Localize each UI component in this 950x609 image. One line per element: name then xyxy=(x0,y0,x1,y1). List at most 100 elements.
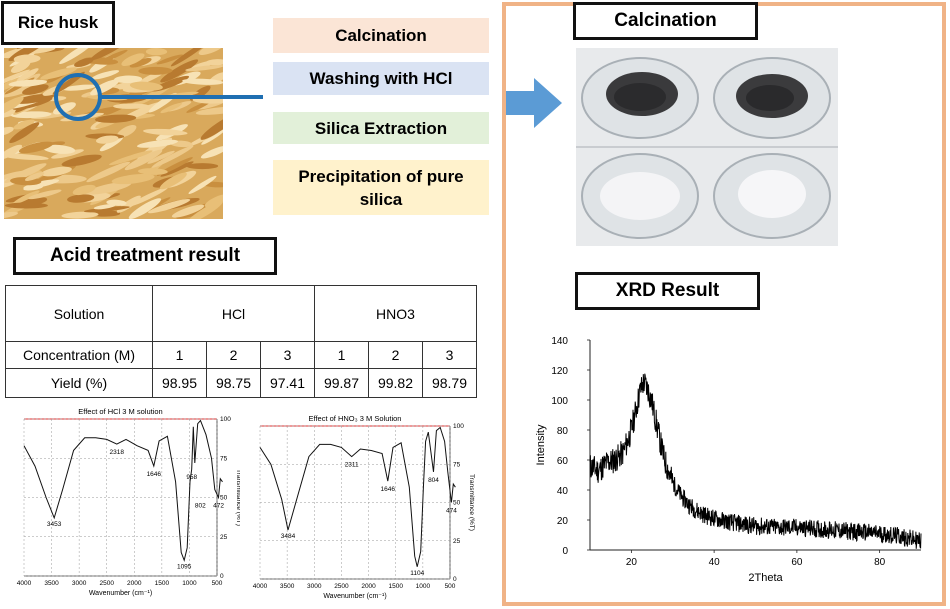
concentration-label: Concentration (M) xyxy=(5,341,153,369)
y-tick-label: 0 xyxy=(562,546,568,557)
peak-label: 1646 xyxy=(381,486,396,493)
conc-cell: 3 xyxy=(260,341,315,369)
x-tick-label: 4000 xyxy=(17,580,32,587)
yield-cell: 98.75 xyxy=(206,368,261,398)
conc-cell: 1 xyxy=(314,341,369,369)
y-tick-label: 75 xyxy=(453,461,461,468)
spectrum-line xyxy=(259,426,456,567)
x-tick-label: 1000 xyxy=(416,583,431,590)
x-tick-label: 2000 xyxy=(361,583,376,590)
calcination-photo xyxy=(576,48,838,246)
y-tick-label: 80 xyxy=(557,426,569,437)
conc-cell: 3 xyxy=(422,341,477,369)
y-tick-label: 25 xyxy=(453,538,461,545)
peak-label: 1104 xyxy=(410,570,424,577)
conc-cell: 2 xyxy=(368,341,423,369)
y-tick-label: 75 xyxy=(220,455,228,462)
y-axis-label: Transmittance (%T) xyxy=(468,474,475,531)
y-tick-label: 0 xyxy=(453,576,457,583)
x-axis-label: 2Theta xyxy=(748,572,783,584)
x-tick-label: 60 xyxy=(791,557,803,568)
x-tick-label: 2500 xyxy=(334,583,349,590)
y-tick-label: 120 xyxy=(551,366,568,377)
step-extraction: Silica Extraction xyxy=(273,112,489,144)
y-tick-label: 100 xyxy=(551,396,568,407)
petri-dishes-image xyxy=(576,48,838,246)
xrd-title: XRD Result xyxy=(575,272,760,310)
y-tick-label: 100 xyxy=(220,416,231,423)
xrd-trace xyxy=(589,373,922,549)
x-tick-label: 3500 xyxy=(280,583,295,590)
solution-label: Solution xyxy=(5,285,153,342)
magnifier-connector xyxy=(54,73,263,121)
y-tick-label: 60 xyxy=(557,456,569,467)
x-tick-label: 20 xyxy=(626,557,638,568)
chart-title: Effect of HCl 3 M solution xyxy=(78,407,162,416)
spectrum-line xyxy=(23,419,223,562)
x-tick-label: 1000 xyxy=(182,580,197,587)
chart-title: Effect of HNO₃ 3 M Solution xyxy=(309,414,402,423)
flow-arrow-icon xyxy=(506,78,562,128)
yield-cell: 99.87 xyxy=(314,368,369,398)
step-precipitation: Precipitation of pure silica xyxy=(273,160,489,215)
x-tick-label: 40 xyxy=(709,557,721,568)
y-axis-label: Intensity xyxy=(535,424,547,465)
yield-cell: 98.79 xyxy=(422,368,477,398)
table-row: Concentration (M) 1 2 3 1 2 3 xyxy=(5,341,477,369)
y-tick-label: 140 xyxy=(551,336,568,347)
yield-label: Yield (%) xyxy=(5,368,153,398)
x-tick-label: 500 xyxy=(445,583,456,590)
y-tick-label: 50 xyxy=(220,495,228,502)
y-tick-label: 20 xyxy=(557,516,569,527)
conc-cell: 1 xyxy=(152,341,207,369)
y-tick-label: 100 xyxy=(453,423,464,430)
x-tick-label: 1500 xyxy=(388,583,403,590)
rice-husk-photo xyxy=(4,48,223,219)
peak-label: 3453 xyxy=(47,521,62,528)
x-tick-label: 4000 xyxy=(253,583,268,590)
y-axis-label: Transmittance (%T) xyxy=(235,469,240,526)
x-tick-label: 3000 xyxy=(72,580,87,587)
peak-label: 958 xyxy=(186,474,197,481)
yield-cell: 98.95 xyxy=(152,368,207,398)
table-row: Solution HCl HNO3 xyxy=(5,285,477,342)
x-tick-label: 1500 xyxy=(155,580,170,587)
acid-results-table: Solution HCl HNO3 Concentration (M) 1 2 … xyxy=(5,285,477,398)
peak-label: 802 xyxy=(195,503,206,510)
peak-label: 1095 xyxy=(177,563,192,570)
y-tick-label: 0 xyxy=(220,573,224,580)
group-hcl: HCl xyxy=(152,285,315,342)
peak-label: 472 xyxy=(213,503,224,510)
rice-husk-texture xyxy=(4,48,223,219)
x-tick-label: 2000 xyxy=(127,580,142,587)
peak-label: 474 xyxy=(446,508,457,515)
y-tick-label: 40 xyxy=(557,486,569,497)
x-tick-label: 80 xyxy=(874,557,886,568)
acid-treatment-title: Acid treatment result xyxy=(13,237,277,275)
peak-label: 1646 xyxy=(147,471,162,478)
peak-label: 804 xyxy=(428,477,439,484)
x-tick-label: 3500 xyxy=(44,580,59,587)
xrd-chart: 0 20 40 60 80 100 120 140 20 40 60 80 2Theta Intensit… xyxy=(535,336,922,584)
x-tick-label: 3000 xyxy=(307,583,322,590)
peak-label: 2318 xyxy=(110,449,125,456)
ftir-hcl-chart: Effect of HCl 3 M solution 4000 3500 3000 25… xyxy=(17,407,240,597)
peak-label: 3484 xyxy=(281,533,296,540)
calcination-title: Calcination xyxy=(573,2,758,40)
x-axis-label: Wavenumber (cm⁻¹) xyxy=(89,590,152,597)
table-row: Yield (%) 98.95 98.75 97.41 99.87 99.82 … xyxy=(5,368,477,398)
y-tick-label: 25 xyxy=(220,534,228,541)
step-washing: Washing with HCl xyxy=(273,62,489,95)
y-tick-label: 50 xyxy=(453,500,461,507)
ftir-hno3-chart: Effect of HNO₃ 3 M Solution 4000 3500 3000 2… xyxy=(253,414,475,600)
x-tick-label: 2500 xyxy=(99,580,114,587)
group-hno3: HNO3 xyxy=(314,285,477,342)
step-calcination: Calcination xyxy=(273,18,489,53)
magnifier-circle xyxy=(54,73,102,121)
x-tick-label: 500 xyxy=(212,580,223,587)
rice-husk-title: Rice husk xyxy=(1,1,115,45)
x-axis-label: Wavenumber (cm⁻¹) xyxy=(323,593,386,600)
peak-label: 2311 xyxy=(345,462,359,469)
conc-cell: 2 xyxy=(206,341,261,369)
yield-cell: 99.82 xyxy=(368,368,423,398)
